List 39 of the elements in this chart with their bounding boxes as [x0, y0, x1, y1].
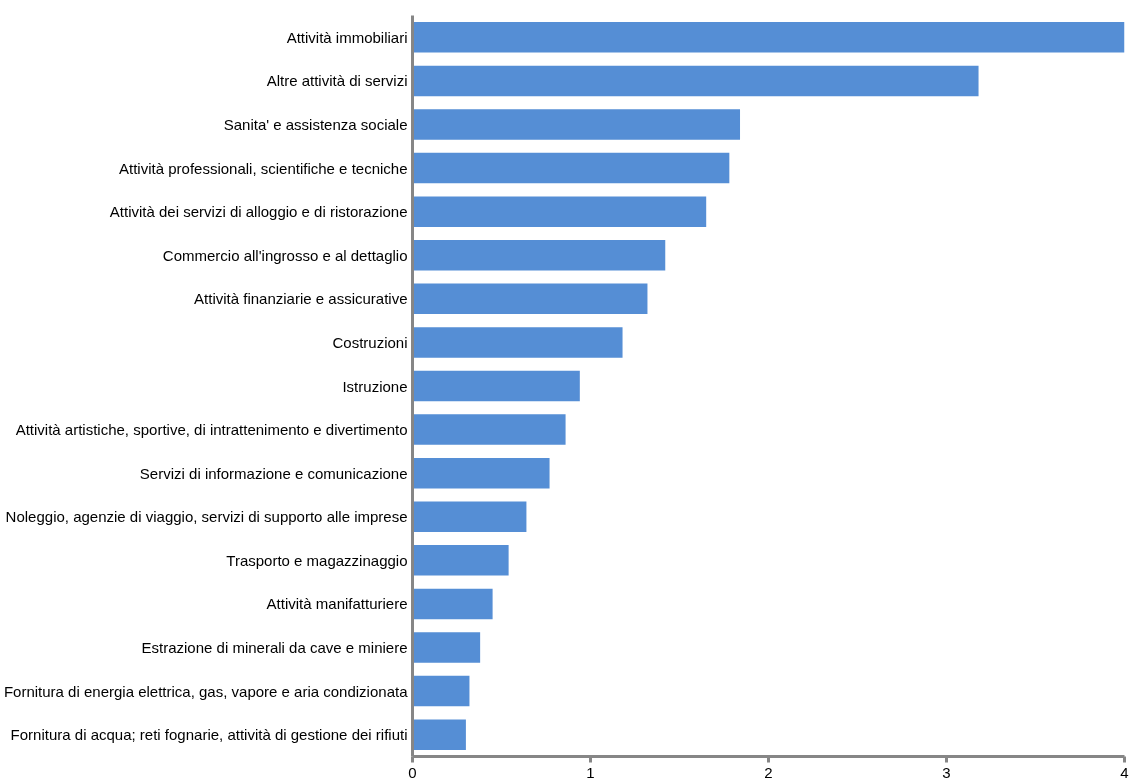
bar [412, 719, 466, 750]
bar [412, 22, 1125, 53]
bar [412, 457, 550, 489]
y-tick-label: Commercio all'ingrosso e al dettaglio [162, 246, 408, 264]
y-tick-label: Servizi di informazione e comunicazione [139, 464, 408, 482]
y-tick-label: Istruzione [342, 377, 408, 395]
bar [412, 65, 979, 97]
y-tick-label: Estrazione di minerali da cave e miniere [141, 639, 408, 657]
y-tick-label: Attività professionali, scientifiche e tecniche [119, 159, 408, 177]
y-tick-label: Sanita' e assistenza sociale [223, 115, 408, 133]
bar [412, 632, 481, 663]
bar [412, 109, 741, 140]
x-tick-label: 2 [764, 763, 773, 781]
y-tick-label: Costruzioni [332, 333, 408, 351]
bar [412, 327, 623, 358]
bar [412, 588, 493, 620]
x-tick-label: 0 [408, 763, 417, 781]
y-tick-label: Attività immobiliari [286, 28, 408, 46]
y-tick-label: Attività manifatturiere [266, 595, 408, 613]
bar [412, 283, 648, 315]
bar [412, 545, 509, 576]
x-tick-label: 4 [1120, 763, 1129, 781]
y-tick-label: Noleggio, agenzie di viaggio, servizi di supporto alle imprese [5, 508, 408, 526]
bar [412, 501, 527, 533]
bar [412, 370, 580, 402]
bar [412, 196, 707, 227]
y-tick-label: Attività artistiche, sportive, di intrattenimento e divertimento [15, 421, 408, 439]
y-tick-label: Fornitura di acqua; reti fognarie, attività di gestione dei rifiuti [10, 726, 408, 744]
y-tick-label: Attività dei servizi di alloggio e di ristorazione [109, 203, 408, 221]
y-tick-label: Attività finanziarie e assicurative [194, 290, 408, 308]
bar [412, 152, 730, 184]
bar [412, 414, 566, 445]
x-tick-label: 3 [942, 763, 951, 781]
bar [412, 675, 470, 707]
y-tick-label: Altre attività di servizi [266, 72, 408, 90]
bar [412, 239, 666, 271]
y-tick-label: Fornitura di energia elettrica, gas, vapore e aria condizionata [3, 682, 409, 700]
x-tick-label: 1 [586, 763, 595, 781]
y-tick-label: Trasporto e magazzinaggio [226, 551, 408, 569]
